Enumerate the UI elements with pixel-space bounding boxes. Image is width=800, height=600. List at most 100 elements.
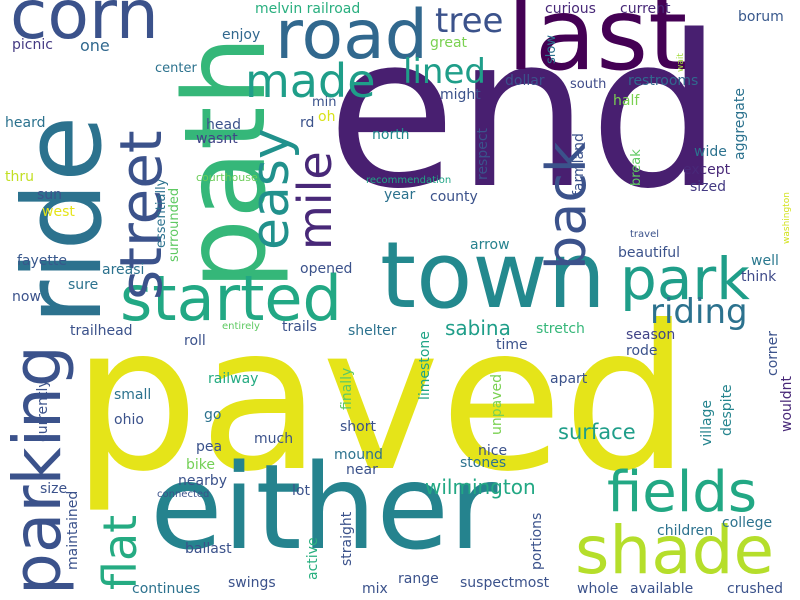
word-opened: opened: [300, 261, 353, 277]
word-picnic: picnic: [12, 37, 53, 53]
word-fields: fields: [607, 460, 758, 525]
word-children: children: [657, 523, 714, 539]
word-min: min: [312, 95, 337, 110]
word-rd: rd: [300, 115, 315, 131]
word-currently: currently: [35, 379, 51, 442]
word-sure: sure: [68, 277, 99, 293]
word-shade: shade: [575, 512, 775, 589]
word-melvin-railroad: melvin railroad: [255, 1, 361, 17]
word-one: one: [80, 36, 110, 55]
word-size: size: [40, 481, 68, 497]
word-trailhead: trailhead: [70, 323, 133, 339]
word-current: current: [620, 1, 671, 17]
word-corner: corner: [765, 330, 781, 376]
word-wasnt: wasnt: [196, 131, 238, 147]
word-north: north: [372, 127, 410, 143]
word-except: except: [683, 162, 731, 178]
word-paved: paved: [72, 283, 690, 516]
word-flat: flat: [93, 514, 147, 590]
word-ohio: ohio: [114, 412, 144, 428]
word-aggregate: aggregate: [732, 88, 748, 160]
word-west: west: [42, 204, 75, 220]
word-park: park: [620, 245, 750, 313]
word-unpaved: unpaved: [489, 374, 505, 435]
word-nice: nice: [478, 443, 508, 459]
word-well: well: [751, 253, 779, 269]
word-beautiful: beautiful: [618, 245, 681, 261]
word-tree: tree: [435, 1, 504, 41]
word-range: range: [398, 571, 439, 587]
word-wilmington: wilmington: [425, 475, 536, 499]
word-near: near: [346, 462, 378, 478]
word-great: great: [430, 35, 468, 51]
word-thru: thru: [5, 169, 34, 185]
word-road: road: [275, 0, 428, 75]
word-mile: mile: [288, 151, 342, 250]
word-roll: roll: [184, 333, 206, 349]
word-suspectmost: suspectmost: [460, 575, 550, 591]
word-oh: oh: [318, 109, 336, 125]
word-sabina: sabina: [445, 316, 511, 340]
word-mound: mound: [334, 447, 383, 463]
word-trails: trails: [282, 319, 317, 335]
word-stones: stones: [460, 455, 507, 471]
word-ballast: ballast: [185, 541, 232, 557]
word-slow: slow: [544, 35, 559, 64]
word-surrounded: surrounded: [167, 187, 182, 262]
word-shelter: shelter: [348, 323, 397, 339]
word-wide: wide: [694, 144, 727, 160]
word-limestone: limestone: [417, 331, 433, 400]
word-connected: connected: [157, 489, 210, 500]
word-bike: bike: [186, 457, 215, 473]
word-think: think: [741, 269, 777, 285]
word-stretch: stretch: [536, 321, 585, 337]
word-arrow: arrow: [470, 237, 510, 253]
word-town: town: [380, 222, 606, 329]
word-either: either: [150, 438, 498, 576]
word-travel: travel: [630, 229, 660, 240]
word-small: small: [114, 387, 152, 403]
word-restrooms: restrooms: [628, 73, 699, 89]
word-season: season: [626, 327, 676, 343]
word-college: college: [722, 515, 773, 531]
word-started: started: [120, 262, 342, 335]
word-half: half: [613, 93, 640, 109]
word-wait: wait: [676, 53, 686, 72]
word-pea: pea: [196, 439, 223, 455]
word-entirely: entirely: [222, 321, 260, 332]
word-rode: rode: [626, 343, 658, 359]
word-wouldnt: wouldnt: [779, 375, 795, 432]
word-nearby: nearby: [178, 473, 227, 489]
word-whole: whole: [577, 581, 619, 597]
word-finally: finally: [339, 367, 355, 410]
word-despite: despite: [719, 384, 735, 436]
word-much: much: [254, 431, 294, 447]
word-curious: curious: [545, 1, 596, 17]
word-corn: corn: [10, 0, 159, 55]
word-end: end: [327, 0, 723, 235]
word-railway: railway: [208, 371, 259, 387]
word-courthouse: courthouse: [196, 171, 258, 184]
word-continues: continues: [132, 581, 201, 597]
word-head: head: [206, 117, 241, 133]
word-dollar: dollar: [505, 73, 545, 89]
word-lot: lot: [292, 483, 310, 499]
word-areasi: areasi: [102, 262, 145, 278]
word-sized: sized: [690, 179, 727, 195]
word-respect: respect: [475, 127, 491, 180]
word-borum: borum: [738, 9, 784, 25]
word-riding: riding: [650, 292, 748, 332]
word-surface: surface: [558, 420, 636, 444]
word-crushed: crushed: [727, 581, 783, 597]
word-go: go: [204, 407, 222, 423]
word-recommendation: recommendation: [366, 175, 452, 186]
word-county: county: [430, 189, 478, 205]
word-made: made: [245, 54, 376, 108]
word-straight: straight: [339, 511, 355, 566]
word-sun: sun: [37, 187, 63, 203]
word-year: year: [384, 187, 416, 203]
word-time: time: [496, 337, 528, 353]
word-now: now: [12, 289, 41, 305]
word-farmland: farmland: [571, 133, 587, 196]
word-short: short: [340, 419, 376, 435]
